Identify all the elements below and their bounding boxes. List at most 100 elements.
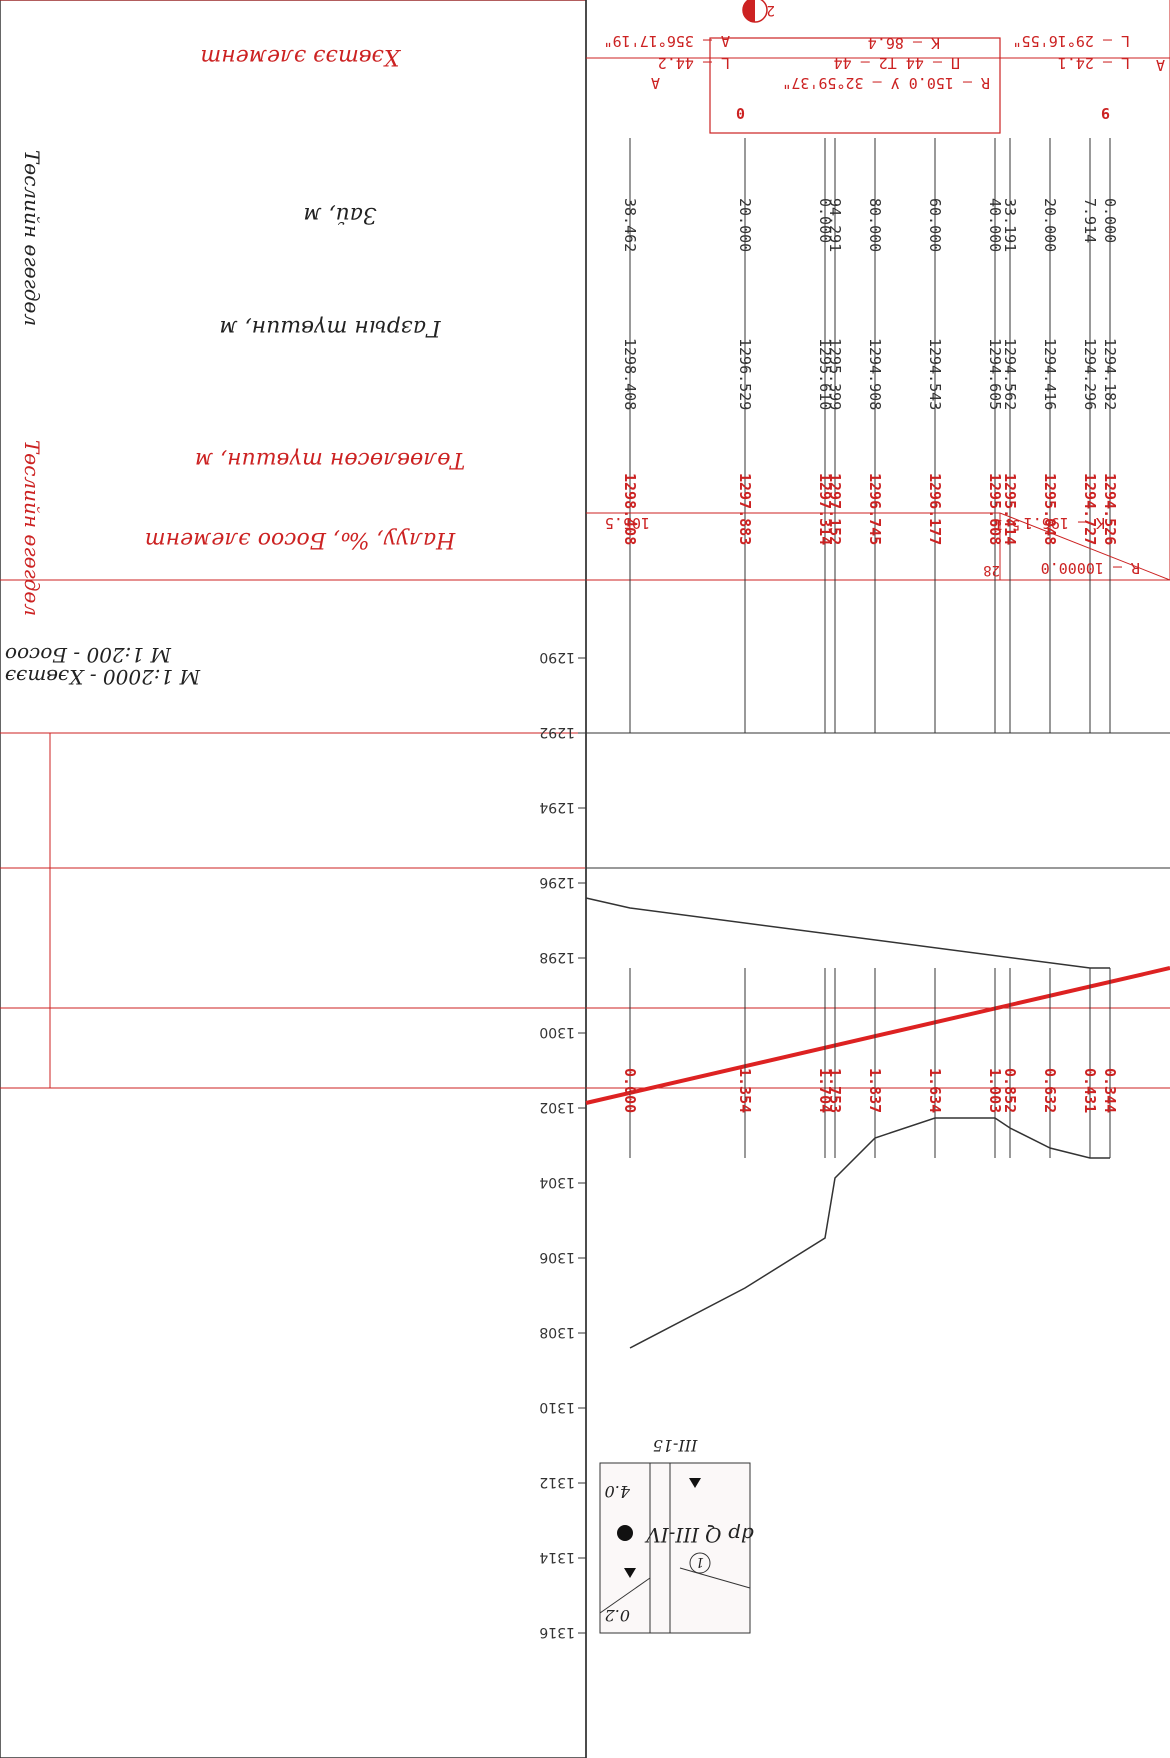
station-design: 1298.408 xyxy=(621,473,639,545)
grade-row: R – 10000.0 K – 196.1 5.1 28 105.5 xyxy=(586,512,1170,581)
station-columns: 0.000 1294.182 1294.526 7.914 1294.296 1294.7… xyxy=(621,138,1119,733)
cut-depth-label: 1.704 xyxy=(816,1068,834,1113)
curve-box xyxy=(709,37,1001,134)
row-scheme-label: Хэвтээ элемент xyxy=(200,44,401,69)
cut-depth-label: 1.753 xyxy=(826,1068,844,1113)
curve-a-left: A xyxy=(1156,56,1165,74)
legend-circle xyxy=(689,1552,711,1574)
station-design: 1297.152 xyxy=(826,473,844,545)
station-ground: 1295.399 xyxy=(826,338,844,410)
elevation-tick-label: 1292 xyxy=(539,724,575,740)
station-design: 1295.608 xyxy=(986,473,1004,545)
legend-box xyxy=(599,1462,751,1634)
elevation-tick-label: 1304 xyxy=(539,1174,575,1190)
elevation-tick-label: 1312 xyxy=(539,1474,575,1490)
station-design: 1296.745 xyxy=(866,473,884,545)
station-ground: 1294.416 xyxy=(1041,338,1059,410)
station-ground: 1294.296 xyxy=(1081,338,1099,410)
curve-right2: L – 44.2 xyxy=(658,54,730,72)
station-ground: 1295.610 xyxy=(816,338,834,410)
elevation-tick-label: 1300 xyxy=(539,1024,575,1040)
legend-symbol-label: dp Q III-IV xyxy=(644,1523,754,1547)
station-ground: 1298.408 xyxy=(621,338,639,410)
scale-labels: M 1:200 - Босоо M 1:2000 - Хэвтээ xyxy=(5,643,201,689)
station-ground: 1294.562 xyxy=(1001,338,1019,410)
station-distance: 94.291 xyxy=(826,198,844,252)
cut-depth-label: 1.634 xyxy=(926,1068,944,1113)
station-design: 1294.727 xyxy=(1081,473,1099,545)
row-labels: Хэвтээ элемент Зай, м Газрын түвшин, м Т… xyxy=(20,44,465,616)
elevation-tick-label: 1306 xyxy=(539,1249,575,1265)
legend-top-value: 4.0 xyxy=(605,1482,631,1501)
elevation-tick-label: 1308 xyxy=(539,1324,575,1340)
station-distance: 80.000 xyxy=(866,198,884,252)
ground-line xyxy=(629,1117,1110,1349)
grade-r-label: R – 10000.0 xyxy=(1041,559,1140,577)
row-design-label: Төлөвлөсөн түвшин, м xyxy=(195,447,465,472)
station-distance: 40.000 xyxy=(986,198,1004,252)
sheet-border xyxy=(0,0,587,1758)
cut-depth-label: 0.632 xyxy=(1041,1068,1059,1113)
elevation-tick-label: 1310 xyxy=(539,1399,575,1415)
station-distance: 38.462 xyxy=(621,198,639,252)
legend-circle-label: 1 xyxy=(696,1554,704,1569)
curve-params1: R – 150.0 У – 32°59'37" xyxy=(782,74,990,92)
grade-k-label: K – 196.1 xyxy=(1024,514,1105,532)
elevation-axis: 1290 1292 1294 1296 1298 1300 1302 1304 1306 1308… xyxy=(539,649,586,1640)
group-bottom-label: Төслийн өгөгдөл xyxy=(20,440,44,616)
station-ground: 1294.908 xyxy=(866,338,884,410)
station-distance: 20.000 xyxy=(736,198,754,252)
elevation-tick-label: 1290 xyxy=(539,649,575,665)
row-grade-label: Налуу, ‰, Босоо элемент xyxy=(145,527,457,552)
elevation-tick-label: 1296 xyxy=(539,874,575,890)
station-ground: 1296.529 xyxy=(736,338,754,410)
curve-marker-label: 2 xyxy=(767,2,775,18)
curve-line2: L – 24.1 xyxy=(1058,54,1130,72)
elevation-tick-label: 1298 xyxy=(539,949,575,965)
station-distance: 33.191 xyxy=(1001,198,1019,252)
station-design: 1295.414 xyxy=(1001,473,1019,545)
row-ground-label: Газрын түвшин, м xyxy=(219,315,441,340)
grade-value: 105.5 xyxy=(605,514,650,532)
legend-dot xyxy=(617,1525,633,1541)
cut-depth-label: 0.431 xyxy=(1081,1068,1099,1113)
elevation-tick-label: 1302 xyxy=(539,1099,575,1115)
station-ground: 1294.182 xyxy=(1101,338,1119,410)
cut-depth-label: 1.354 xyxy=(736,1068,754,1113)
elevation-tick-label: 1294 xyxy=(539,799,575,815)
elevation-tick-label: 1314 xyxy=(539,1549,575,1565)
station-design: 1294.526 xyxy=(1101,473,1119,545)
curve-params3: K – 86.4 xyxy=(868,34,940,52)
station-distance: 0.000 xyxy=(1101,198,1119,243)
station-distance: 60.000 xyxy=(926,198,944,252)
lower-ground-line xyxy=(585,897,1110,969)
legend-triangle-a xyxy=(689,1478,701,1488)
curve-marker-fill xyxy=(743,0,755,22)
cut-depth-label: 1.003 xyxy=(986,1068,1004,1113)
station-distance: 0.000 xyxy=(816,198,834,243)
cut-depth-label: 0.344 xyxy=(1101,1068,1119,1113)
station-design: 1297.314 xyxy=(816,473,834,545)
curve-pk-start: 9 xyxy=(1101,104,1110,122)
station-distance: 20.000 xyxy=(1041,198,1059,252)
group-top-label: Төслийн өгөгдөл xyxy=(20,150,44,326)
curve-right1: A – 356°17'19" xyxy=(604,32,730,50)
station-ground: 1294.605 xyxy=(986,338,1004,410)
curve-line1: L – 29°16'55" xyxy=(1013,32,1130,50)
legend-triangle-b xyxy=(624,1568,636,1578)
station-design: 1295.048 xyxy=(1041,473,1059,545)
curve-a-right: A xyxy=(651,74,660,92)
station-design: 1296.177 xyxy=(926,473,944,545)
row-distance-label: Зай, м xyxy=(303,202,376,227)
station-distance: 7.914 xyxy=(1081,198,1099,243)
curve-params2: П – 44 T2 – 44 xyxy=(834,54,960,72)
grade-val-a: 5.1 xyxy=(995,516,1020,532)
geology-legend: III-15 4.0 0.2 dp Q III-IV 1 xyxy=(599,1436,754,1634)
legend-bottom-value: 0.2 xyxy=(605,1606,630,1625)
cut-depth-label: 0.000 xyxy=(621,1068,639,1113)
cut-depth-label: 0.852 xyxy=(1001,1068,1019,1113)
grade-val-b: 28 xyxy=(983,562,1000,578)
